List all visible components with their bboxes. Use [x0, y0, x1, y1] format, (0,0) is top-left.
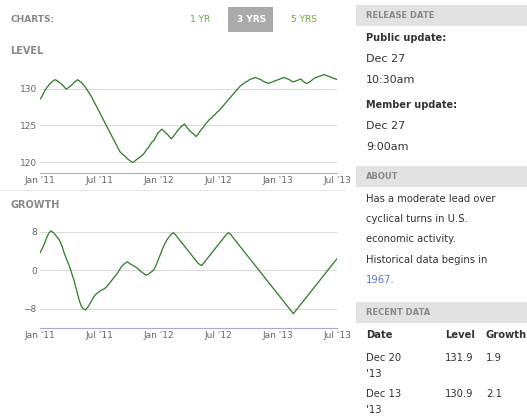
Text: Growth: Growth [486, 330, 527, 340]
Text: ABOUT: ABOUT [366, 172, 398, 181]
Bar [356, 302, 527, 323]
Text: LEVEL: LEVEL [11, 46, 44, 56]
Text: 1967.: 1967. [366, 275, 395, 285]
Text: GROWTH: GROWTH [11, 200, 60, 210]
Text: 1.9: 1.9 [486, 353, 502, 363]
Text: cyclical turns in U.S.: cyclical turns in U.S. [366, 214, 468, 224]
Text: '13: '13 [366, 405, 382, 415]
Text: Public update:: Public update: [366, 33, 446, 43]
Text: Member update:: Member update: [366, 100, 457, 110]
Text: Dec 27: Dec 27 [366, 54, 405, 64]
Bar [228, 7, 272, 32]
Text: Dec 20: Dec 20 [366, 353, 401, 363]
Text: RECENT DATA: RECENT DATA [366, 308, 430, 317]
Text: Historical data begins in: Historical data begins in [366, 255, 487, 265]
Text: CHARTS:: CHARTS: [11, 15, 54, 24]
Text: Dec 13: Dec 13 [366, 389, 401, 399]
Text: '13: '13 [366, 369, 382, 379]
Text: 131.9: 131.9 [445, 353, 473, 363]
Bar [356, 166, 527, 187]
Text: Date: Date [366, 330, 393, 340]
Text: 130.9: 130.9 [445, 389, 473, 399]
Text: RELEASE DATE: RELEASE DATE [366, 11, 434, 20]
Bar [356, 5, 527, 26]
Text: Level: Level [445, 330, 475, 340]
Text: economic activity.: economic activity. [366, 234, 456, 245]
Text: 10:30am: 10:30am [366, 75, 415, 85]
Text: 2.1: 2.1 [486, 389, 502, 399]
Text: 5 YRS: 5 YRS [291, 15, 317, 24]
Text: Dec 27: Dec 27 [366, 121, 405, 131]
Text: Has a moderate lead over: Has a moderate lead over [366, 194, 495, 204]
Text: 9:00am: 9:00am [366, 142, 408, 152]
Text: 3 YRS: 3 YRS [238, 15, 267, 24]
Text: 1 YR: 1 YR [190, 15, 210, 24]
